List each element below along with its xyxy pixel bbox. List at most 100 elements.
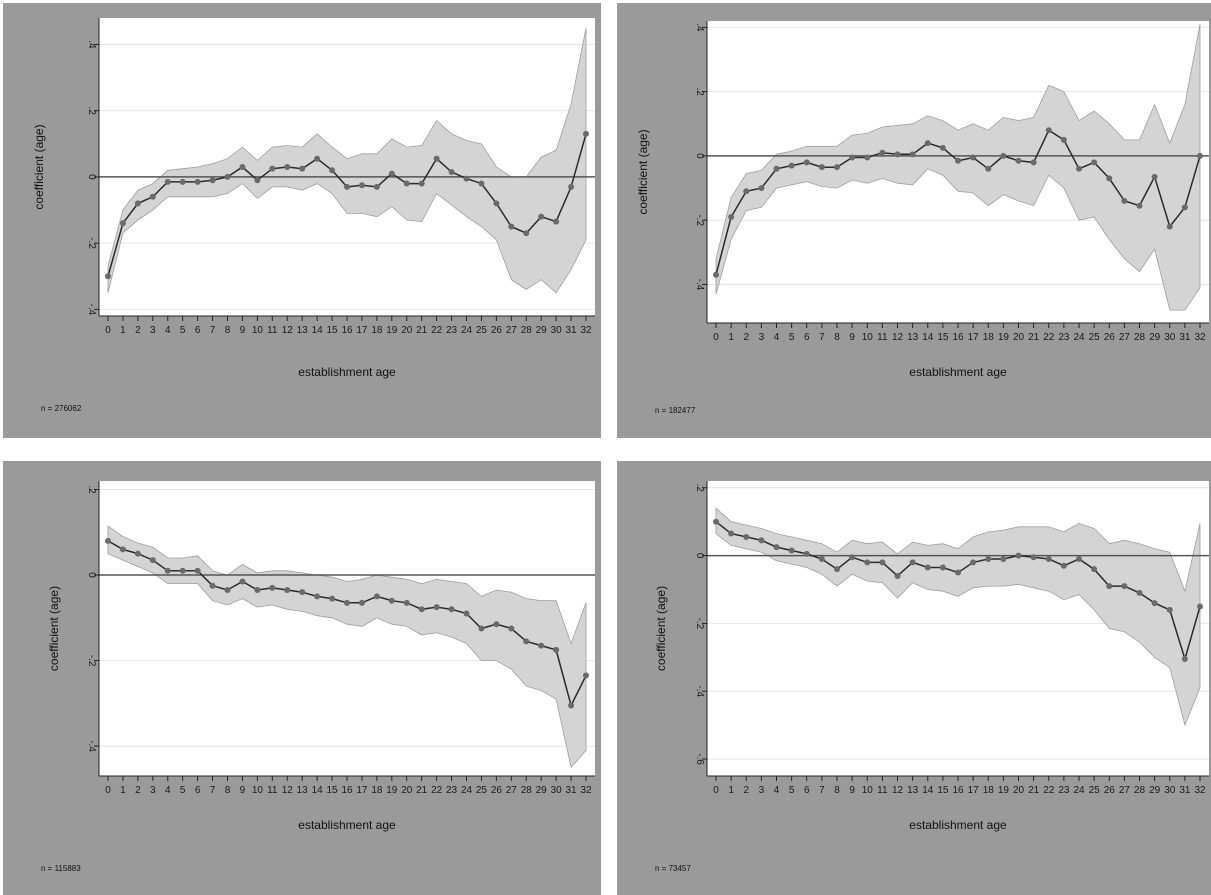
x-tick-label: 24 xyxy=(461,785,473,796)
data-point xyxy=(985,555,992,562)
x-tick-label: 26 xyxy=(491,785,503,796)
x-tick-label: 13 xyxy=(907,332,919,343)
x-tick-label: 30 xyxy=(1164,332,1176,343)
y-tick-label: 0 xyxy=(86,174,97,180)
x-tick-label: 20 xyxy=(1013,785,1025,796)
y-tick-label: -.4 xyxy=(86,740,97,752)
data-point xyxy=(1045,127,1052,134)
data-point xyxy=(955,157,961,164)
x-tick-label: 21 xyxy=(1028,332,1040,343)
data-point xyxy=(538,642,545,649)
x-tick-label: 2 xyxy=(743,332,749,343)
data-point xyxy=(269,165,276,172)
y-tick-label: .2 xyxy=(694,484,705,493)
sample-size-note: n = 276062 xyxy=(41,404,82,413)
chart-panel-top-left: -.4 -.2 0.2.4 0 1 2 3 4 5 6 7 8 9 10 11 12 13 14 15 16 17 18 1… xyxy=(3,3,601,438)
data-point xyxy=(1015,552,1022,559)
x-tick-label: 22 xyxy=(1043,332,1055,343)
chart-panel-bottom-left: -.4 -.2 0.2 0 1 2 3 4 5 6 7 8 9 10 11 12 13 14 15 16 17 18 19 2… xyxy=(3,461,601,895)
x-tick-label: 8 xyxy=(834,785,840,796)
x-tick-label: 6 xyxy=(195,325,201,336)
data-point xyxy=(299,165,306,172)
data-point xyxy=(773,544,780,551)
x-tick-label: 31 xyxy=(566,325,578,336)
sample-size-note: n = 182477 xyxy=(655,406,696,415)
x-tick-label: 4 xyxy=(774,785,780,796)
data-point xyxy=(329,167,336,174)
x-tick-label: 1 xyxy=(728,332,734,343)
data-point xyxy=(493,621,500,628)
data-point xyxy=(1106,583,1113,590)
x-tick-label: 4 xyxy=(774,332,780,343)
data-point xyxy=(1060,136,1067,143)
data-point xyxy=(1151,600,1158,607)
data-point xyxy=(179,178,186,185)
x-tick-label: 17 xyxy=(968,332,980,343)
x-tick-label: 30 xyxy=(1164,785,1176,796)
x-tick-label: 10 xyxy=(252,325,264,336)
data-point xyxy=(1181,656,1188,663)
y-tick-label: -.2 xyxy=(694,214,705,226)
x-tick-label: 1 xyxy=(120,325,126,336)
x-tick-label: 8 xyxy=(225,785,231,796)
x-tick-label: 5 xyxy=(180,325,186,336)
x-tick-label: 14 xyxy=(312,325,324,336)
x-tick-label: 4 xyxy=(165,785,171,796)
x-tick-label: 2 xyxy=(135,785,141,796)
x-tick-label: 10 xyxy=(862,332,874,343)
chart-panel-bottom-right: -.6 -.4 -.2 0.2 0 1 2 3 4 5 6 7 8 9 10 11 12 13 14 15 16 17 18… xyxy=(617,461,1211,895)
data-point xyxy=(939,144,946,151)
x-tick-label: 6 xyxy=(804,332,810,343)
x-tick-label: 6 xyxy=(195,785,201,796)
x-tick-label: 8 xyxy=(834,332,840,343)
x-tick-label: 14 xyxy=(922,332,934,343)
data-point xyxy=(344,599,350,606)
confidence-band xyxy=(107,27,587,294)
data-point xyxy=(418,180,425,187)
x-tick-label: 12 xyxy=(892,785,904,796)
x-tick-label: 32 xyxy=(580,785,592,796)
data-point xyxy=(864,559,871,566)
x-tick-label: 2 xyxy=(135,325,141,336)
y-tick-label: -.2 xyxy=(86,655,97,667)
data-point xyxy=(209,177,216,184)
data-point xyxy=(909,151,916,158)
y-tick-label: -.4 xyxy=(694,279,705,291)
x-tick-label: 3 xyxy=(150,325,156,336)
data-point xyxy=(970,559,977,566)
data-point xyxy=(358,599,365,606)
x-tick-label: 1 xyxy=(120,785,126,796)
data-point xyxy=(553,218,560,225)
y-tick-label: -.6 xyxy=(694,753,705,765)
data-point xyxy=(358,182,365,189)
x-tick-label: 24 xyxy=(461,325,473,336)
x-tick-label: 8 xyxy=(225,325,231,336)
data-point xyxy=(909,559,916,566)
chart-bottom-right: -.6-.4-.20.20 1 2 3 4 5 6 7 8 9 10 11 12 13 14 15 16 17 18… xyxy=(654,481,1209,873)
data-point xyxy=(924,140,931,147)
data-point xyxy=(284,164,291,170)
x-tick-label: 18 xyxy=(983,332,995,343)
sample-size-note: n = 115883 xyxy=(41,864,81,873)
data-point xyxy=(803,550,810,557)
x-tick-label: 5 xyxy=(180,785,186,796)
x-tick-label: 28 xyxy=(1134,785,1146,796)
data-point xyxy=(134,550,141,557)
data-point xyxy=(1000,555,1007,562)
x-tick-label: 9 xyxy=(849,332,855,343)
data-point xyxy=(239,164,246,170)
data-point xyxy=(1076,555,1082,562)
x-tick-label: 21 xyxy=(416,325,428,336)
data-point xyxy=(568,183,575,190)
x-tick-label: 30 xyxy=(551,325,563,336)
data-point xyxy=(743,533,750,540)
x-tick-label: 31 xyxy=(1179,785,1191,796)
data-point xyxy=(1121,197,1128,204)
x-tick-label: 25 xyxy=(1089,785,1101,796)
x-tick-label: 26 xyxy=(1104,785,1116,796)
y-tick-label: -.4 xyxy=(86,304,97,316)
data-point xyxy=(1045,555,1052,562)
x-tick-label: 6 xyxy=(804,785,810,796)
data-point xyxy=(713,271,719,278)
x-tick-label: 12 xyxy=(282,785,294,796)
